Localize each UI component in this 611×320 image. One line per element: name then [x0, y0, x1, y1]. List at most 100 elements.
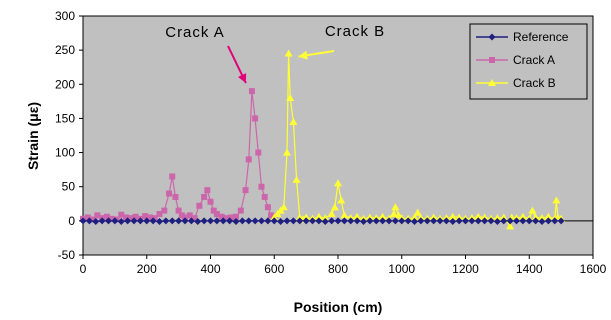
legend: Reference Crack A Crack B [469, 23, 588, 100]
data-point [210, 207, 217, 214]
data-point [103, 213, 110, 220]
arrowhead [298, 50, 308, 60]
data-point [353, 217, 361, 225]
data-point [525, 217, 533, 225]
data-point [143, 217, 151, 225]
data-point [194, 218, 202, 226]
data-point [321, 218, 329, 226]
data-point [127, 215, 134, 222]
data-point [124, 217, 132, 225]
data-point [360, 218, 367, 226]
data-point [218, 213, 225, 220]
annotations-layer: Crack A Crack B [165, 23, 384, 84]
data-point [544, 217, 552, 225]
data-point [330, 203, 339, 211]
data-point [417, 217, 425, 225]
data-point [411, 218, 418, 226]
data-point [175, 217, 183, 225]
data-point [233, 213, 239, 220]
data-point [327, 210, 336, 218]
data-point [181, 217, 189, 225]
data-point [531, 213, 540, 221]
data-point [314, 212, 323, 220]
data-point [436, 217, 444, 225]
data-point [92, 218, 100, 226]
data-point [226, 217, 234, 225]
data-point [413, 208, 422, 216]
data-point [315, 217, 323, 225]
data-point [337, 196, 346, 204]
data-point [391, 217, 399, 225]
data-point [200, 217, 208, 225]
x-tick-label: 200 [137, 262, 157, 276]
x-tick-label: 400 [200, 262, 220, 276]
x-tick-label: 1400 [516, 262, 543, 276]
legend-label: Crack B [513, 76, 556, 90]
data-point [506, 217, 514, 225]
data-point [207, 198, 214, 205]
data-point [365, 213, 374, 221]
data-point [261, 193, 268, 200]
data-point [283, 217, 291, 225]
data-point [85, 217, 93, 225]
data-point [391, 203, 400, 211]
data-point [518, 212, 527, 220]
data-point [493, 214, 502, 222]
data-point [500, 217, 508, 225]
data-point [513, 217, 520, 225]
data-point [474, 212, 483, 220]
data-point [423, 217, 431, 225]
data-point [232, 218, 240, 226]
data-point [162, 217, 170, 225]
data-point [296, 217, 304, 225]
data-point [334, 217, 342, 225]
y-axis-title: Strain (με) [25, 102, 41, 170]
data-point [480, 213, 489, 221]
data-point [532, 217, 540, 225]
data-point [219, 217, 227, 225]
data-point [289, 217, 297, 225]
data-point [286, 93, 295, 101]
data-point [302, 217, 310, 225]
data-point [264, 217, 272, 225]
data-point [191, 215, 198, 222]
data-point [270, 217, 278, 225]
data-point [108, 215, 115, 222]
data-point [207, 217, 214, 225]
data-point [442, 217, 450, 225]
data-point [455, 213, 464, 221]
x-tick-label: 1200 [452, 262, 479, 276]
data-point [111, 217, 119, 225]
data-point [283, 148, 291, 156]
data-point [309, 217, 316, 225]
data-point [353, 212, 362, 220]
data-point [366, 217, 374, 225]
y-tick-label: 0 [68, 214, 75, 228]
data-point [228, 214, 235, 221]
data-point [151, 215, 158, 222]
data-point [132, 213, 139, 220]
data-point [84, 214, 91, 221]
x-axis-title: Position (cm) [294, 299, 383, 315]
data-point [149, 217, 157, 225]
data-point [385, 217, 393, 225]
data-point [142, 213, 149, 220]
data-point [462, 217, 469, 225]
x-tick-label: 1600 [580, 262, 607, 276]
data-point [166, 190, 173, 197]
data-point [172, 193, 179, 200]
data-point [340, 211, 349, 219]
data-point [118, 211, 125, 218]
y-tick-label: -50 [58, 248, 76, 262]
data-point [468, 217, 476, 225]
data-point [213, 211, 220, 218]
data-point [146, 214, 153, 221]
data-point [204, 187, 211, 194]
data-point [538, 214, 546, 222]
data-point [340, 217, 348, 225]
data-point [123, 214, 130, 221]
data-point [248, 88, 255, 95]
data-point [538, 218, 546, 226]
data-point [168, 217, 176, 225]
